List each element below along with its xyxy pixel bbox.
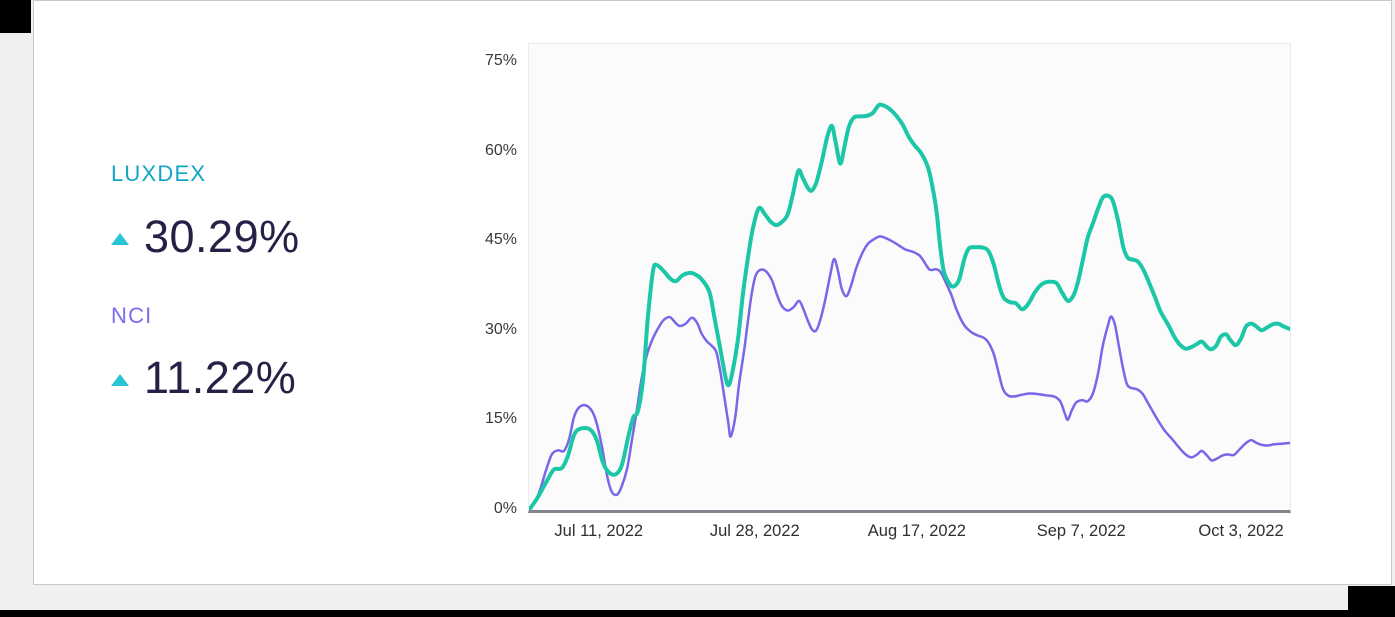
y-tick-label: 0%: [493, 500, 517, 517]
chart-card: LUXDEX 30.29% NCI 11.22% 75% 60% 45% 30% 15%…: [33, 0, 1392, 585]
y-tick-label: 15%: [484, 410, 517, 428]
decor-bottom-bar: [0, 610, 1395, 617]
y-tick-label: 60%: [484, 141, 517, 159]
up-arrow-icon: [111, 374, 129, 386]
luxdex-label: LUXDEX: [111, 161, 207, 186]
nci-value-row: 11.22%: [111, 352, 296, 404]
y-tick-label: 75%: [484, 52, 517, 69]
nci-value: 11.22%: [144, 352, 297, 403]
x-tick-label: Aug 17, 2022: [867, 522, 966, 540]
up-arrow-icon: [111, 233, 129, 245]
line-chart-svg: [529, 102, 1290, 510]
luxdex-line: [529, 102, 1290, 510]
x-tick-label: Jul 11, 2022: [554, 522, 644, 540]
nci-line: [529, 235, 1290, 510]
plot-area[interactable]: [528, 43, 1291, 513]
decor-top-left-block: [0, 0, 31, 33]
nci-label: NCI: [111, 303, 153, 328]
x-tick-label: Jul 28, 2022: [709, 522, 800, 540]
luxdex-value: 30.29%: [144, 211, 300, 262]
y-tick-label: 45%: [484, 231, 517, 249]
x-tick-label: Sep 7, 2022: [1036, 522, 1126, 540]
luxdex-value-row: 30.29%: [111, 211, 300, 263]
decor-bottom-right-block: [1348, 586, 1395, 617]
y-tick-label: 30%: [484, 320, 517, 338]
x-tick-label: Oct 3, 2022: [1198, 522, 1284, 540]
